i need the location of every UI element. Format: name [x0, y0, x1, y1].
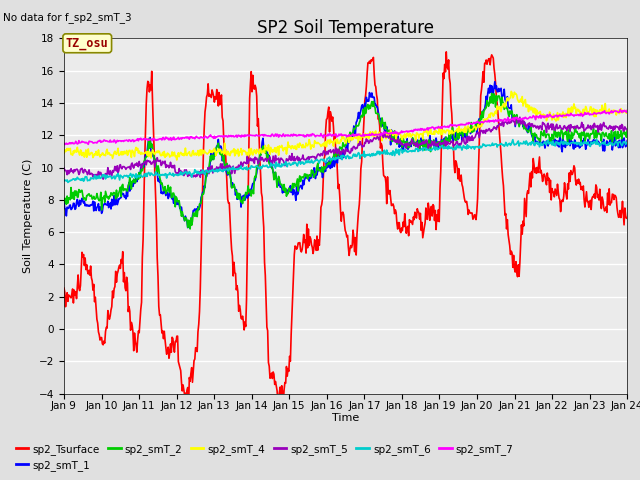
sp2_smT_6 — [129, 171, 137, 177]
sp2_Tsurface — [128, 322, 136, 328]
sp2_smT_7 — [216, 133, 224, 139]
sp2_smT_2 — [488, 90, 495, 96]
sp2_smT_7 — [186, 134, 194, 140]
sp2_smT_2 — [128, 178, 136, 184]
sp2_smT_7 — [623, 108, 631, 113]
Text: No data for f_sp2_smT_3: No data for f_sp2_smT_3 — [3, 12, 132, 23]
sp2_smT_4 — [60, 150, 68, 156]
sp2_smT_1 — [186, 219, 194, 225]
sp2_smT_5 — [99, 176, 107, 182]
sp2_smT_4 — [216, 146, 224, 152]
Text: TZ_osu: TZ_osu — [66, 37, 109, 50]
sp2_smT_1 — [415, 139, 422, 145]
sp2_smT_5 — [415, 142, 422, 147]
Legend: sp2_Tsurface, sp2_smT_1, sp2_smT_2, sp2_smT_4, sp2_smT_5, sp2_smT_6, sp2_smT_7: sp2_Tsurface, sp2_smT_1, sp2_smT_2, sp2_… — [12, 439, 518, 475]
Y-axis label: Soil Temperature (C): Soil Temperature (C) — [23, 159, 33, 273]
sp2_Tsurface — [216, 102, 224, 108]
sp2_smT_6 — [216, 166, 224, 171]
sp2_smT_5 — [70, 167, 78, 172]
sp2_smT_4 — [431, 128, 439, 133]
sp2_smT_7 — [431, 125, 439, 131]
sp2_smT_2 — [415, 137, 422, 143]
Line: sp2_smT_4: sp2_smT_4 — [64, 91, 627, 160]
sp2_smT_4 — [173, 157, 180, 163]
sp2_smT_1 — [491, 79, 499, 84]
sp2_Tsurface — [185, 406, 193, 412]
sp2_smT_7 — [71, 140, 79, 146]
sp2_smT_4 — [186, 153, 194, 158]
sp2_smT_2 — [431, 142, 439, 148]
sp2_Tsurface — [186, 378, 194, 384]
sp2_smT_1 — [70, 201, 78, 206]
Line: sp2_smT_6: sp2_smT_6 — [64, 140, 627, 182]
sp2_smT_6 — [64, 180, 72, 185]
sp2_smT_7 — [415, 127, 422, 133]
sp2_smT_2 — [216, 151, 224, 157]
sp2_smT_6 — [71, 178, 79, 183]
sp2_smT_4 — [508, 88, 515, 94]
sp2_smT_6 — [623, 139, 631, 145]
sp2_Tsurface — [415, 210, 422, 216]
sp2_smT_4 — [128, 147, 136, 153]
sp2_smT_4 — [623, 108, 631, 114]
sp2_smT_6 — [415, 147, 422, 153]
sp2_Tsurface — [60, 285, 68, 291]
sp2_smT_1 — [623, 138, 631, 144]
sp2_smT_1 — [128, 179, 136, 185]
sp2_smT_7 — [129, 137, 137, 143]
sp2_smT_7 — [61, 142, 68, 147]
sp2_smT_7 — [616, 107, 624, 112]
sp2_smT_1 — [184, 225, 191, 230]
sp2_smT_1 — [60, 199, 68, 205]
sp2_smT_1 — [216, 145, 224, 151]
sp2_smT_5 — [516, 114, 524, 120]
sp2_smT_5 — [186, 173, 194, 179]
sp2_smT_6 — [431, 147, 439, 153]
Line: sp2_smT_7: sp2_smT_7 — [64, 109, 627, 144]
sp2_Tsurface — [442, 49, 450, 55]
sp2_smT_5 — [129, 164, 137, 169]
sp2_smT_4 — [70, 150, 78, 156]
Line: sp2_smT_1: sp2_smT_1 — [64, 82, 627, 228]
sp2_Tsurface — [70, 287, 78, 293]
sp2_smT_1 — [431, 143, 439, 148]
sp2_smT_2 — [623, 126, 631, 132]
sp2_smT_2 — [186, 226, 194, 232]
sp2_smT_2 — [70, 196, 78, 202]
sp2_smT_6 — [60, 178, 68, 184]
sp2_smT_5 — [431, 143, 439, 149]
Title: SP2 Soil Temperature: SP2 Soil Temperature — [257, 19, 434, 37]
Line: sp2_smT_2: sp2_smT_2 — [64, 93, 627, 229]
sp2_smT_6 — [186, 170, 194, 176]
sp2_smT_5 — [623, 127, 631, 132]
Line: sp2_smT_5: sp2_smT_5 — [64, 117, 627, 179]
sp2_smT_2 — [60, 195, 68, 201]
sp2_smT_5 — [216, 166, 224, 171]
X-axis label: Time: Time — [332, 413, 359, 422]
sp2_smT_5 — [60, 165, 68, 171]
sp2_Tsurface — [623, 215, 631, 221]
sp2_smT_6 — [593, 137, 600, 143]
sp2_smT_2 — [186, 218, 193, 224]
sp2_smT_7 — [60, 140, 68, 146]
sp2_smT_4 — [415, 135, 422, 141]
Line: sp2_Tsurface: sp2_Tsurface — [64, 52, 627, 409]
sp2_Tsurface — [431, 207, 439, 213]
